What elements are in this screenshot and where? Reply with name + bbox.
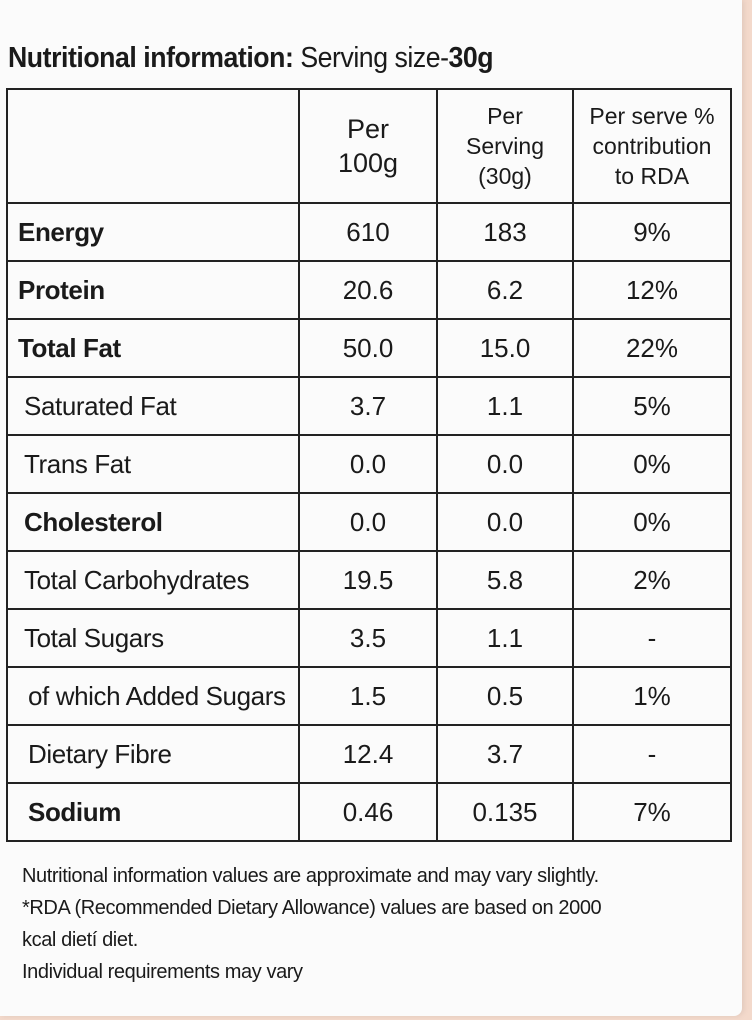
per-serving-value: 5.8 <box>436 550 574 610</box>
header-per-serving: Per Serving (30g) <box>436 88 574 204</box>
rda-value: 0% <box>572 492 732 552</box>
per-serving-value: 6.2 <box>436 260 574 320</box>
footnote-line: kcal dietí diet. <box>22 929 138 951</box>
table-row: Dietary Fibre 12.4 3.7 - <box>6 724 732 784</box>
nutrition-title: Nutritional information: Serving size-30… <box>8 42 494 75</box>
table-row: Protein 20.6 6.2 12% <box>6 260 732 320</box>
row-label: Energy <box>6 202 300 262</box>
table-row: Sodium 0.46 0.135 7% <box>6 782 732 842</box>
per-100g-value: 3.5 <box>298 608 438 668</box>
per-serving-value: 0.0 <box>436 434 574 494</box>
per-100g-value: 0.46 <box>298 782 438 842</box>
per-100g-value: 610 <box>298 202 438 262</box>
rda-value: 2% <box>572 550 732 610</box>
header-per-100g-line2: 100g <box>337 148 399 178</box>
row-label: Total Fat <box>6 318 300 378</box>
per-serving-value: 15.0 <box>436 318 574 378</box>
nutrition-table: Per 100g Per Serving (30g) Per serve % c… <box>6 88 732 842</box>
row-label: Dietary Fibre <box>6 724 300 784</box>
title-bold-part: Nutritional information: <box>8 42 294 74</box>
table-row: Total Carbohydrates 19.5 5.8 2% <box>6 550 732 610</box>
table-row: Saturated Fat 3.7 1.1 5% <box>6 376 732 436</box>
row-label: Saturated Fat <box>6 376 300 436</box>
table-row: of which Added Sugars 1.5 0.5 1% <box>6 666 732 726</box>
table-row: Total Sugars 3.5 1.1 - <box>6 608 732 668</box>
table-header-row: Per 100g Per Serving (30g) Per serve % c… <box>6 88 732 204</box>
header-rda: Per serve % contribution to RDA <box>572 88 732 204</box>
table-row: Energy 610 183 9% <box>6 202 732 262</box>
row-label: Protein <box>6 260 300 320</box>
header-per-100g-line1: Per <box>346 114 390 144</box>
per-serving-value: 0.135 <box>436 782 574 842</box>
footnote-line: *RDA (Recommended Dietary Allowance) val… <box>22 897 602 919</box>
table-row: Total Fat 50.0 15.0 22% <box>6 318 732 378</box>
per-serving-value: 183 <box>436 202 574 262</box>
rda-value: 0% <box>572 434 732 494</box>
row-label: of which Added Sugars <box>6 666 300 726</box>
footnotes: Nutritional information values are appro… <box>22 860 722 988</box>
per-serving-value: 1.1 <box>436 608 574 668</box>
title-regular-part: Serving size- <box>293 42 449 74</box>
header-rda-line3: to RDA <box>614 163 690 189</box>
rda-value: 12% <box>572 260 732 320</box>
rda-value: - <box>572 608 732 668</box>
row-label: Trans Fat <box>6 434 300 494</box>
header-per-serving-line2: Serving <box>466 133 544 159</box>
header-per-serving-line1: Per <box>487 103 523 129</box>
header-blank-cell <box>6 88 300 204</box>
row-label: Total Carbohydrates <box>6 550 300 610</box>
per-100g-value: 1.5 <box>298 666 438 726</box>
table-row: Cholesterol 0.0 0.0 0% <box>6 492 732 552</box>
rda-value: - <box>572 724 732 784</box>
rda-value: 9% <box>572 202 732 262</box>
header-rda-line2: contribution <box>592 133 712 159</box>
header-per-100g: Per 100g <box>298 88 438 204</box>
row-label: Cholesterol <box>6 492 300 552</box>
header-per-serving-line3: (30g) <box>478 163 532 189</box>
table-row: Trans Fat 0.0 0.0 0% <box>6 434 732 494</box>
header-rda-line1: Per serve % <box>589 103 715 129</box>
rda-value: 1% <box>572 666 732 726</box>
per-100g-value: 0.0 <box>298 492 438 552</box>
rda-value: 22% <box>572 318 732 378</box>
per-serving-value: 1.1 <box>436 376 574 436</box>
per-100g-value: 12.4 <box>298 724 438 784</box>
row-label: Sodium <box>6 782 300 842</box>
per-100g-value: 20.6 <box>298 260 438 320</box>
rda-value: 5% <box>572 376 732 436</box>
title-serving-size: 30g <box>448 42 494 74</box>
rda-value: 7% <box>572 782 732 842</box>
per-serving-value: 3.7 <box>436 724 574 784</box>
footnote-line: Individual requirements may vary <box>22 961 303 983</box>
per-100g-value: 50.0 <box>298 318 438 378</box>
footnote-line: Nutritional information values are appro… <box>22 865 599 887</box>
per-100g-value: 0.0 <box>298 434 438 494</box>
per-serving-value: 0.0 <box>436 492 574 552</box>
per-100g-value: 19.5 <box>298 550 438 610</box>
per-100g-value: 3.7 <box>298 376 438 436</box>
per-serving-value: 0.5 <box>436 666 574 726</box>
row-label: Total Sugars <box>6 608 300 668</box>
